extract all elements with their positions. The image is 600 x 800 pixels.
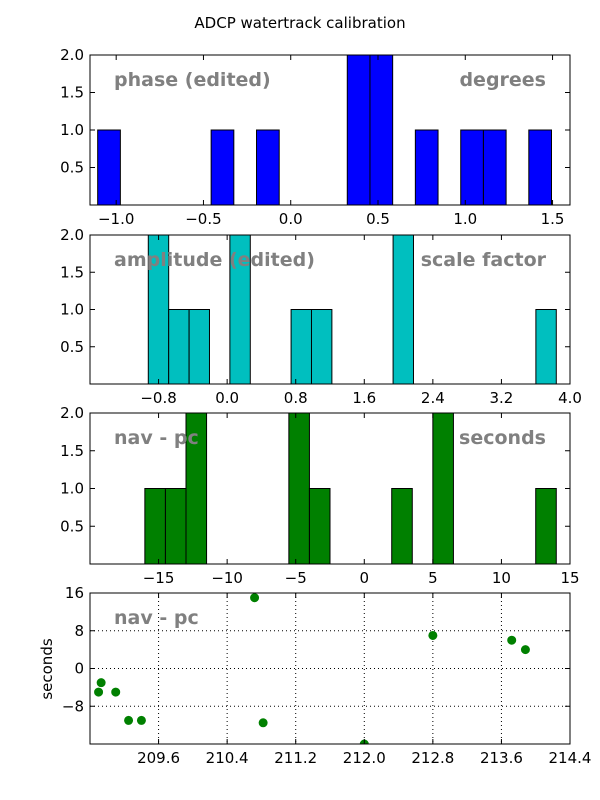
scatter-point [520, 645, 530, 655]
x-tick-label: 4.0 [558, 389, 582, 407]
x-tick-label: 1.6 [352, 389, 376, 407]
y-tick-label: 0.5 [60, 517, 84, 535]
x-tick-label: 0.0 [279, 210, 303, 228]
x-tick-label: −15 [143, 569, 175, 587]
histogram-bar [256, 129, 280, 205]
y-tick-label: 1.0 [60, 480, 84, 498]
y-tick-label: 2.0 [60, 226, 84, 244]
scatter-point [96, 678, 106, 688]
x-tick-label: −5 [285, 569, 307, 587]
panel-label-right: scale factor [421, 249, 547, 271]
panel-label-left: amplitude (edited) [114, 249, 315, 271]
scatter-point [124, 715, 134, 725]
y-tick-label: 1.0 [60, 301, 84, 319]
histogram-bar [460, 129, 484, 205]
y-tick-label: 0 [74, 660, 84, 678]
histogram-bar [414, 129, 439, 205]
scatter-point [507, 635, 517, 645]
histogram-bar [229, 235, 251, 384]
histogram-bar [391, 488, 413, 564]
amplitude-histogram-panel: −0.8 0.0 0.8 1.6 2.4 3.2 4.0 0.5 1.0 1.5 2.0 amplit… [60, 226, 582, 407]
histogram-bar [188, 309, 210, 384]
histogram-bar [97, 129, 121, 205]
y-tick-label: 1.5 [60, 84, 84, 102]
histogram-bar [210, 129, 235, 205]
x-tick-label: 0.0 [215, 389, 239, 407]
scatter-point [250, 593, 260, 603]
histogram-bar [369, 55, 394, 205]
y-tick-label: 2.0 [60, 46, 84, 64]
x-tick-label: 2.4 [421, 389, 445, 407]
scatter-ylabel: seconds [38, 638, 56, 699]
y-tick-label: 16 [65, 584, 84, 602]
scatter-point [428, 630, 438, 640]
y-tick-label: 1.5 [60, 263, 84, 281]
nav-pc-histogram-panel: −15 −10 −5 0 5 10 15 0.5 1.0 1.5 2.0 nav - pc second… [60, 404, 579, 587]
x-tick-label: −1.0 [98, 210, 134, 228]
y-tick-label: 0.5 [60, 338, 84, 356]
x-tick-label: 0.5 [366, 210, 390, 228]
histogram-bar [432, 413, 454, 564]
histogram-bar [164, 488, 187, 564]
y-tick-label: 8 [74, 622, 84, 640]
x-tick-label: 3.2 [489, 389, 513, 407]
x-tick-label: 213.6 [480, 749, 523, 767]
x-tick-label: −0.8 [140, 389, 176, 407]
x-tick-label: 211.2 [274, 749, 317, 767]
panel-label-left: nav - pc [114, 427, 199, 449]
panel-label-right: degrees [459, 69, 546, 91]
panel-label-right: seconds [459, 427, 546, 449]
histogram-bar [308, 488, 331, 564]
x-tick-label: 0 [360, 569, 370, 587]
histogram-bar [346, 55, 371, 205]
x-tick-label: 0.8 [284, 389, 308, 407]
y-tick-label: −8 [62, 697, 84, 715]
x-tick-label: 15 [560, 569, 579, 587]
y-tick-label: 0.5 [60, 159, 84, 177]
histogram-bar [535, 309, 557, 384]
x-tick-label: 5 [428, 569, 438, 587]
x-tick-label: 214.4 [549, 749, 592, 767]
panel-label-left: phase (edited) [114, 69, 271, 91]
x-tick-label: 212.8 [411, 749, 454, 767]
phase-histogram-panel: −1.0 −0.5 0.0 0.5 1.0 1.5 0.5 1.0 1.5 2.0 phase (e… [60, 46, 571, 228]
x-tick-label: −0.5 [185, 210, 221, 228]
histogram-bar [392, 235, 414, 384]
y-tick-label: 1.5 [60, 442, 84, 460]
figure-title: ADCP watertrack calibration [194, 14, 405, 32]
histogram-bar [185, 413, 208, 564]
x-tick-label: 1.0 [453, 210, 477, 228]
scatter-point [136, 715, 146, 725]
x-tick-label: 1.5 [541, 210, 565, 228]
histogram-bar [535, 488, 557, 564]
histogram-bar [168, 309, 190, 384]
x-tick-label: 210.4 [206, 749, 249, 767]
x-tick-label: 212.0 [343, 749, 386, 767]
x-tick-label: 10 [492, 569, 511, 587]
histogram-bar [310, 309, 333, 384]
histogram-bar [288, 413, 310, 564]
scatter-point [94, 687, 104, 697]
x-tick-label: −10 [211, 569, 243, 587]
y-tick-label: 1.0 [60, 121, 84, 139]
scatter-point [111, 687, 121, 697]
y-tick-label: 2.0 [60, 404, 84, 422]
histogram-bar [290, 309, 312, 384]
nav-pc-scatter-panel: 209.6 210.4 211.2 212.0 212.8 213.6 214.4 −8 0 8 1… [62, 584, 592, 767]
x-tick-label: 209.6 [137, 749, 180, 767]
histogram-bar [528, 129, 552, 205]
panel-label-left: nav - pc [114, 607, 199, 629]
scatter-point [258, 718, 268, 728]
histogram-bar [144, 488, 166, 564]
histogram-bar [482, 129, 507, 205]
